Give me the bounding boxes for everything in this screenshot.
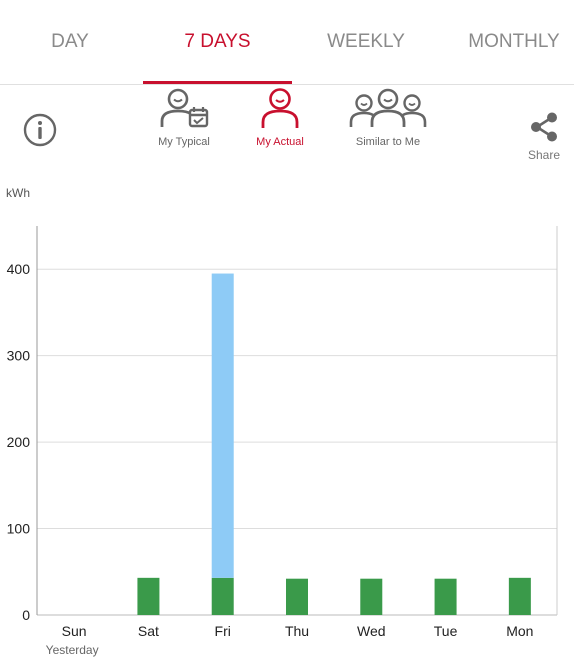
bar[interactable]	[434, 578, 457, 615]
share-label: Share	[527, 148, 561, 162]
similar-to-me-label: Similar to Me	[355, 136, 421, 148]
x-tick-label: Tue	[434, 623, 458, 639]
bar[interactable]	[211, 273, 234, 578]
bar[interactable]	[211, 577, 234, 615]
tab-day[interactable]: DAY	[51, 31, 89, 52]
y-tick-label: 200	[7, 434, 31, 450]
tab-7-days[interactable]: 7 DAYS	[143, 0, 292, 84]
my-actual-button[interactable]: My Actual	[249, 85, 311, 148]
bar[interactable]	[360, 578, 383, 615]
info-circle-icon	[23, 113, 57, 147]
x-tick-sublabel: Yesterday	[46, 643, 99, 657]
y-tick-label: 100	[7, 521, 31, 537]
bar[interactable]	[286, 578, 308, 615]
person-smile-icon	[261, 88, 299, 128]
consumption-bar-chart: 0 100 200 300 400 Sun Yesterday Sat Fri Thu Wed Tue…	[7, 226, 558, 657]
share-button[interactable]: Share	[522, 111, 566, 162]
tab-monthly[interactable]: MONTHLY	[468, 31, 560, 52]
y-tick-label: 300	[7, 348, 31, 364]
my-typical-label: My Typical	[158, 136, 210, 148]
info-button[interactable]	[22, 112, 58, 148]
y-axis-unit-label: kWh	[6, 186, 30, 200]
view-toolbar: My Typical My Actual Similar to Me	[0, 85, 574, 180]
person-calendar-icon	[160, 88, 209, 128]
period-tabs: DAY 7 DAYS WEEKLY MONTHLY	[0, 0, 574, 85]
x-tick-label: Sat	[138, 623, 159, 639]
bar[interactable]	[508, 577, 531, 615]
x-tick-label: Sun	[62, 623, 87, 639]
x-tick-label: Thu	[285, 623, 309, 639]
x-tick-label: Fri	[215, 623, 231, 639]
y-tick-label: 0	[22, 607, 30, 623]
x-tick-label: Mon	[506, 623, 533, 639]
bar[interactable]	[137, 577, 160, 615]
tab-weekly[interactable]: WEEKLY	[327, 31, 405, 52]
similar-to-me-button[interactable]: Similar to Me	[346, 85, 430, 148]
y-tick-label: 400	[7, 261, 31, 277]
people-group-icon	[349, 88, 427, 127]
x-tick-label: Wed	[357, 623, 386, 639]
my-typical-button[interactable]: My Typical	[150, 85, 218, 148]
my-actual-label: My Actual	[256, 136, 304, 148]
share-icon	[531, 112, 557, 142]
